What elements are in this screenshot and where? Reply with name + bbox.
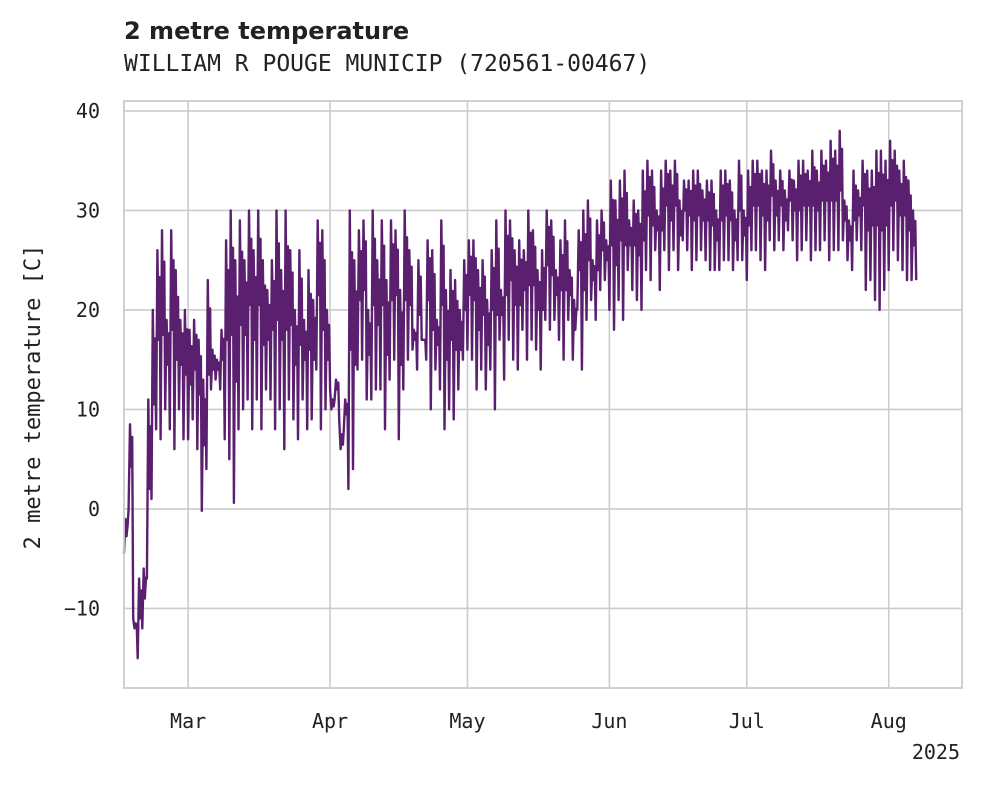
temperature-series-line [122, 129, 918, 660]
x-tick-label: Mar [170, 709, 206, 733]
x-tick-label: May [449, 709, 485, 733]
y-tick-label: 40 [76, 99, 100, 123]
y-tick-label: 30 [76, 198, 100, 222]
y-tick-label: 0 [88, 497, 100, 521]
y-axis-ticks: −10 0 10 20 30 40 [64, 99, 100, 620]
series-group [122, 129, 918, 660]
x-axis-year-label: 2025 [912, 740, 960, 764]
y-tick-label: −10 [64, 596, 100, 620]
plot-frame [123, 100, 963, 689]
x-tick-label: Jun [591, 709, 627, 733]
chart-subtitle: WILLIAM R POUGE MUNICIP (720561-00467) [124, 51, 651, 77]
y-tick-label: 10 [76, 397, 100, 421]
x-axis-ticks: Mar Apr May Jun Jul Aug [170, 709, 907, 733]
x-tick-label: Aug [871, 709, 907, 733]
x-tick-label: Apr [312, 709, 348, 733]
y-tick-label: 20 [76, 298, 100, 322]
y-axis-label: 2 metre temperature [C] [21, 245, 46, 550]
chart-title: 2 metre temperature [124, 17, 410, 45]
x-tick-label: Jul [729, 709, 765, 733]
